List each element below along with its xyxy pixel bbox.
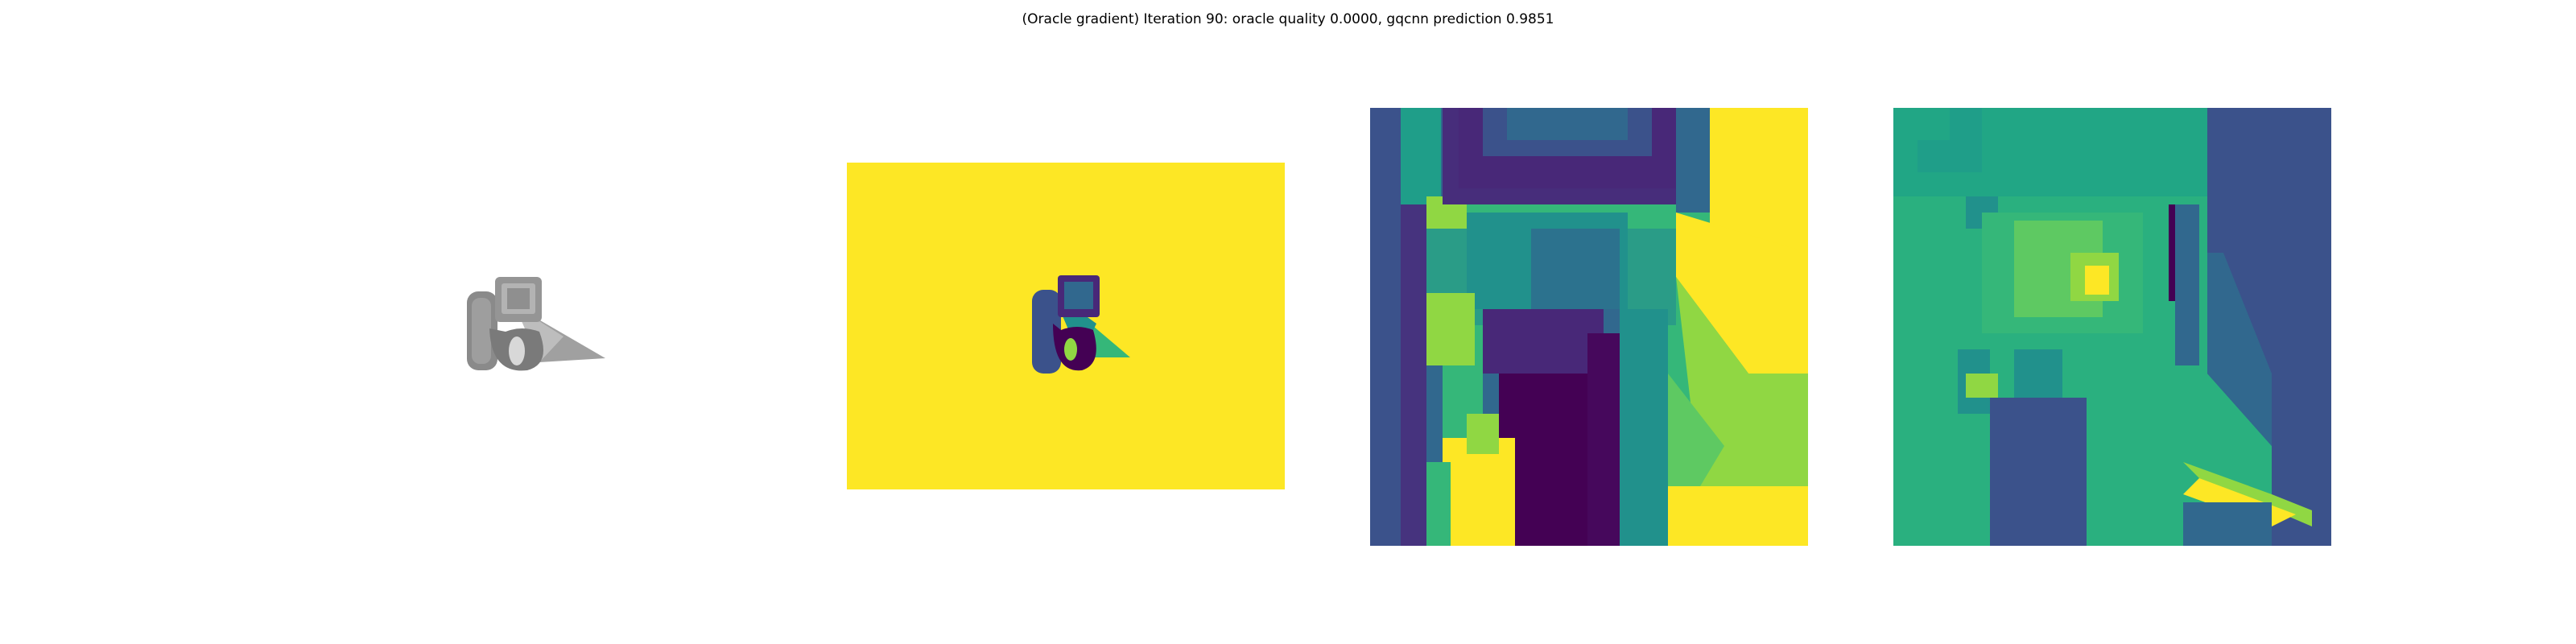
rendered-object-image	[467, 277, 605, 371]
oracle-gradient-image	[1893, 108, 2331, 546]
oracle-gradient-panel	[1893, 108, 2331, 546]
rendered-object-panel	[419, 242, 628, 411]
figure-title: (Oracle gradient) Iteration 90: oracle q…	[1022, 11, 1554, 27]
depth-crop-panel	[1370, 108, 1808, 546]
depth-crop-image	[1370, 108, 1808, 546]
depth-image-panel	[847, 163, 1285, 489]
depth-image	[847, 163, 1285, 489]
